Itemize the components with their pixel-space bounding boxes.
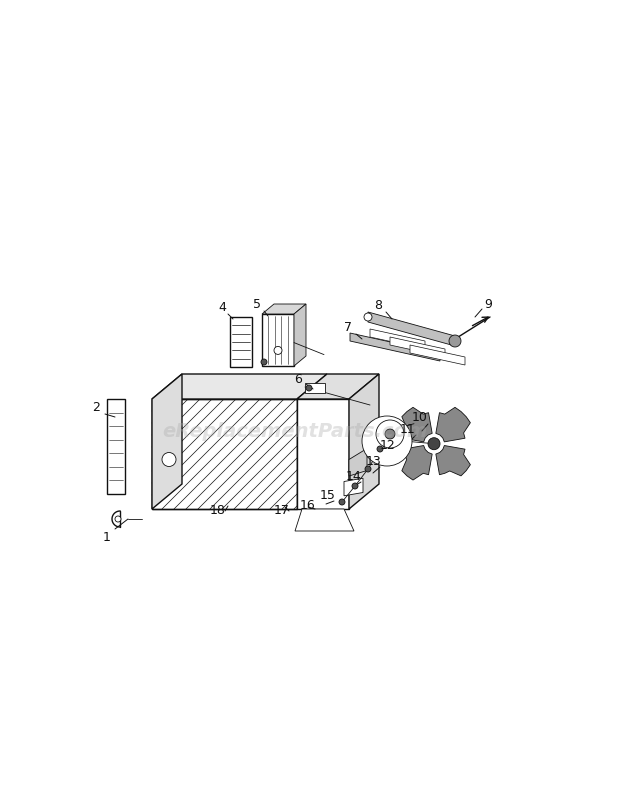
- Bar: [262, 315, 294, 366]
- Bar: [305, 384, 325, 393]
- Text: 9: 9: [484, 298, 492, 311]
- Polygon shape: [402, 446, 432, 480]
- Text: 8: 8: [374, 300, 382, 312]
- Circle shape: [377, 446, 383, 452]
- Polygon shape: [152, 400, 297, 509]
- Circle shape: [449, 336, 461, 348]
- Polygon shape: [368, 312, 455, 347]
- Circle shape: [376, 421, 404, 448]
- Text: 13: 13: [366, 455, 382, 468]
- Polygon shape: [349, 449, 367, 476]
- Circle shape: [261, 360, 267, 365]
- Text: 10: 10: [412, 411, 428, 424]
- Polygon shape: [295, 509, 354, 532]
- Polygon shape: [385, 439, 405, 452]
- Circle shape: [306, 385, 312, 392]
- Polygon shape: [297, 374, 379, 400]
- Text: 7: 7: [344, 321, 352, 334]
- Text: 4: 4: [218, 301, 226, 314]
- Circle shape: [364, 314, 372, 321]
- Text: 16: 16: [300, 499, 316, 512]
- Text: 1: 1: [103, 531, 111, 544]
- Text: 17: 17: [274, 503, 290, 516]
- Text: 6: 6: [294, 373, 302, 386]
- Polygon shape: [390, 337, 445, 357]
- Circle shape: [274, 347, 282, 355]
- Circle shape: [352, 483, 358, 489]
- Circle shape: [362, 417, 412, 467]
- Polygon shape: [436, 446, 471, 476]
- Bar: [107, 400, 125, 495]
- Text: 14: 14: [346, 470, 362, 483]
- Circle shape: [385, 430, 395, 439]
- Polygon shape: [152, 374, 327, 400]
- Polygon shape: [349, 374, 379, 509]
- Circle shape: [428, 438, 440, 450]
- Polygon shape: [297, 400, 349, 509]
- Text: 12: 12: [380, 439, 396, 452]
- Polygon shape: [350, 333, 440, 361]
- Polygon shape: [262, 304, 306, 315]
- Polygon shape: [436, 408, 471, 442]
- Polygon shape: [152, 374, 182, 509]
- Text: eReplacementParts.com: eReplacementParts.com: [162, 422, 428, 441]
- Polygon shape: [344, 479, 363, 496]
- Bar: [230, 318, 252, 368]
- Polygon shape: [370, 329, 425, 349]
- Polygon shape: [294, 304, 306, 366]
- Text: 5: 5: [253, 298, 261, 311]
- Text: 18: 18: [210, 503, 226, 516]
- Text: 15: 15: [320, 489, 336, 502]
- Circle shape: [115, 516, 121, 522]
- Circle shape: [162, 453, 176, 467]
- Circle shape: [339, 499, 345, 505]
- Polygon shape: [402, 408, 432, 442]
- Text: 11: 11: [400, 423, 416, 436]
- Polygon shape: [410, 345, 465, 365]
- Text: 2: 2: [92, 401, 100, 414]
- Circle shape: [365, 467, 371, 472]
